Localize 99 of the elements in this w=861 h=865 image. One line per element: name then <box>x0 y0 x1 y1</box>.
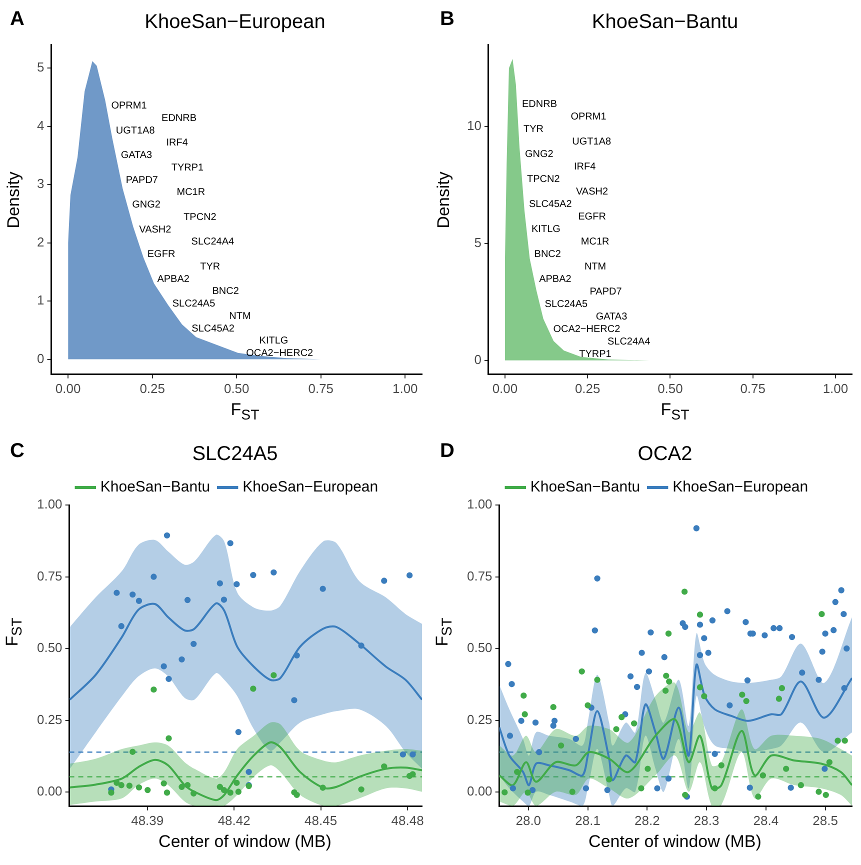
annotation: VASH2 <box>576 186 608 198</box>
annotation: OCA2−HERC2 <box>553 324 621 336</box>
x-tick-label: 28.4 <box>753 812 779 828</box>
text: B <box>440 8 454 31</box>
annotation: OPRM1 <box>111 100 148 112</box>
annotation: MC1R <box>580 236 610 248</box>
annotation: OPRM1 <box>570 111 607 122</box>
y-tick-label: 0.75 <box>466 568 492 584</box>
annotation: EDNRB <box>522 98 558 110</box>
text: C <box>10 440 24 463</box>
annotation: BNC2 <box>534 248 562 260</box>
y-axis-title: Density <box>434 170 454 230</box>
annotation: EGFR <box>147 249 176 260</box>
y-tick-label: 3 <box>36 176 44 192</box>
y-tick-label: 0.00 <box>36 784 62 799</box>
y-tick-label: 1 <box>36 292 44 308</box>
x-tick-label: 0.50 <box>224 380 250 396</box>
y-tick-label: 0.25 <box>36 712 62 727</box>
x-tick-label: 28.0 <box>516 812 542 828</box>
x-tick-label: 0.00 <box>55 380 81 396</box>
x-axis-title: F$_{ST}$ <box>230 400 260 424</box>
x-tick-label: 1.00 <box>822 380 848 396</box>
x-tick-label: 0.25 <box>140 380 166 396</box>
annotation: GATA3 <box>120 150 153 162</box>
annotation: TPCN2 <box>184 212 217 223</box>
chart-title: KhoeSan−European <box>144 11 326 33</box>
chart-title: OCA2 <box>638 443 692 465</box>
x-axis-title: F$_{ST}$ <box>660 400 690 424</box>
annotation: SLC24A5 <box>544 299 588 310</box>
x-tick-label: 48.48 <box>391 812 424 828</box>
x-tick-label: 0.25 <box>574 380 600 396</box>
annotation: SLC45A2 <box>528 198 572 210</box>
legend-label: KhoeSan−Bantu <box>100 478 210 496</box>
annotation: TYRP1 <box>171 162 204 174</box>
y-tick-label: 5 <box>474 235 482 250</box>
x-tick-label: 28.2 <box>634 812 660 828</box>
annotation: UGT1A8 <box>116 125 156 136</box>
annotation: NTM <box>584 261 606 272</box>
legend-label: KhoeSan−Bantu <box>530 478 640 496</box>
annotation: IRF4 <box>574 161 596 172</box>
annotation: APBA2 <box>157 274 190 285</box>
x-tick-label: 28.1 <box>575 812 600 828</box>
annotation: TPCN2 <box>527 174 560 185</box>
annotation: TYRP1 <box>579 349 612 360</box>
annotation: APBA2 <box>539 274 572 286</box>
annotation: GNG2 <box>525 148 554 160</box>
y-tick-label: 0.50 <box>36 640 62 656</box>
annotation: NTM <box>229 310 251 322</box>
y-tick-label: 0 <box>474 352 482 367</box>
y-tick-label: 2 <box>36 234 44 250</box>
annotation: TYR <box>200 261 220 272</box>
x-tick-label: 0.00 <box>492 380 518 396</box>
y-tick-label: 0 <box>36 350 44 366</box>
x-axis-title: Center of window (MB) <box>158 832 332 852</box>
x-tick-label: 48.42 <box>218 812 250 828</box>
annotation: MC1R <box>176 187 206 198</box>
annotation: KITLG <box>532 224 561 235</box>
legend-label: KhoeSan−European <box>242 478 378 496</box>
y-tick-label: 1.00 <box>466 496 492 512</box>
y-tick-label: 0.00 <box>466 784 492 799</box>
annotation: EGFR <box>578 211 606 222</box>
legend-label: KhoeSan−European <box>672 478 808 496</box>
annotation: OCA2−HERC2 <box>246 348 314 360</box>
annotation: UGT1A8 <box>572 136 612 148</box>
y-axis-title: Density <box>4 170 24 230</box>
annotation: VASH2 <box>139 224 172 236</box>
x-tick-label: 0.75 <box>740 380 766 396</box>
chart-title: KhoeSan−Bantu <box>592 11 738 33</box>
y-tick-label: 0.75 <box>36 568 62 584</box>
y-tick-label: 4 <box>36 118 44 133</box>
x-axis-title: Center of window (MB) <box>588 832 762 852</box>
y-tick-label: 5 <box>36 60 44 75</box>
annotation: SLC24A4 <box>607 336 651 348</box>
annotation: EDNRB <box>162 112 197 124</box>
y-tick-label: 10 <box>466 118 482 134</box>
text: A <box>10 8 24 31</box>
x-tick-label: 1.00 <box>392 380 418 396</box>
x-tick-label: 0.75 <box>308 380 334 396</box>
x-tick-label: 48.45 <box>304 812 338 828</box>
chart-title: SLC24A5 <box>192 443 278 465</box>
text: D <box>440 440 454 463</box>
x-tick-label: 0.50 <box>658 380 683 396</box>
y-tick-label: 0.25 <box>466 712 492 727</box>
y-tick-label: 1.00 <box>36 496 62 512</box>
annotation: SLC45A2 <box>192 323 235 334</box>
x-tick-label: 48.39 <box>131 812 164 828</box>
annotation: TYR <box>523 124 544 135</box>
annotation: GNG2 <box>132 200 161 211</box>
y-tick-label: 0.50 <box>466 640 492 656</box>
annotation: IRF4 <box>166 138 188 149</box>
annotation: PAPD7 <box>590 286 622 298</box>
annotation: SLC24A5 <box>172 298 216 310</box>
annotation: BNC2 <box>212 286 240 298</box>
annotation: GATA3 <box>596 312 628 323</box>
annotation: KITLG <box>259 336 288 347</box>
annotation: PAPD7 <box>126 174 158 186</box>
x-tick-label: 28.3 <box>694 812 720 828</box>
annotation: SLC24A4 <box>191 236 235 248</box>
x-tick-label: 28.5 <box>812 812 838 828</box>
